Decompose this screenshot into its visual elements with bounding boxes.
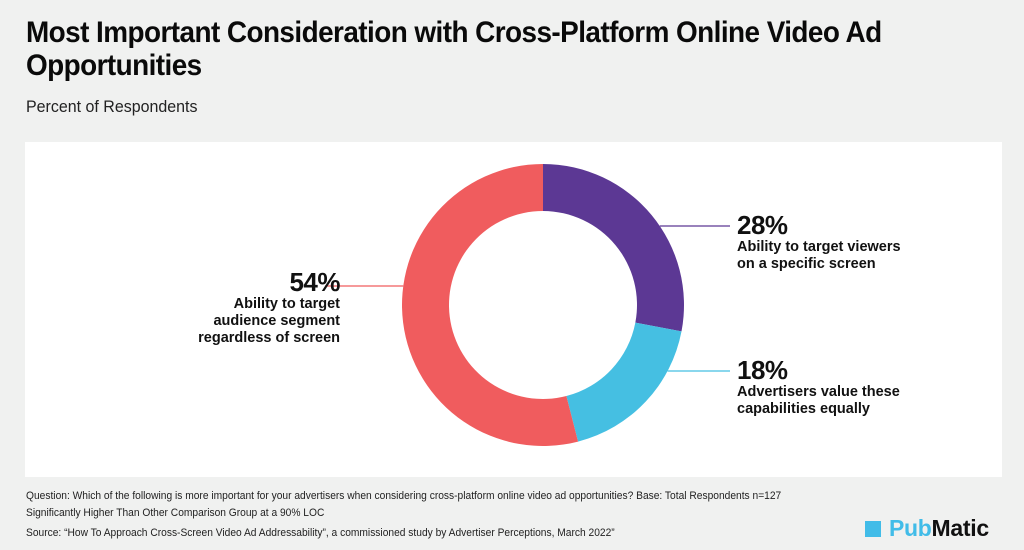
slice-desc-line: regardless of screen — [198, 330, 340, 346]
footer-significance: Significantly Higher Than Other Comparis… — [26, 507, 325, 519]
footer-question: Question: Which of the following is more… — [26, 490, 782, 502]
slice-value-label: 28% — [737, 210, 788, 240]
pubmatic-logo: PubMatic — [865, 515, 989, 542]
chart-panel: 28% Ability to target viewers on a speci… — [25, 142, 1002, 477]
footer-source: Source: “How To Approach Cross-Screen Vi… — [26, 527, 615, 539]
slice-desc-line: on a specific screen — [737, 256, 876, 272]
donut-slices — [401, 164, 684, 446]
slice-desc-line: capabilities equally — [737, 401, 870, 417]
slice-desc-line: Ability to target — [233, 296, 340, 312]
donut-slice — [401, 164, 579, 446]
donut-chart — [325, 164, 730, 446]
donut-slice — [566, 322, 682, 442]
slice-label-equally: 18% Advertisers value these capabilities… — [737, 356, 900, 418]
donut-slice — [543, 164, 684, 332]
slice-desc-line: Advertisers value these — [737, 384, 900, 400]
slice-label-specific-screen: 28% Ability to target viewers on a speci… — [737, 211, 901, 273]
logo-square-icon — [865, 520, 881, 537]
slice-desc-line: audience segment — [213, 313, 340, 329]
chart-subtitle: Percent of Respondents — [26, 97, 198, 116]
logo-wordmark: PubMatic — [889, 515, 989, 541]
slice-label-audience-segment: 54% Ability to target audience segment r… — [145, 268, 340, 347]
slice-value-label: 54% — [289, 267, 340, 297]
slice-desc-line: Ability to target viewers — [737, 239, 901, 255]
slice-value-label: 18% — [737, 355, 788, 385]
leader-lines — [325, 225, 730, 372]
chart-title: Most Important Consideration with Cross-… — [26, 16, 882, 82]
